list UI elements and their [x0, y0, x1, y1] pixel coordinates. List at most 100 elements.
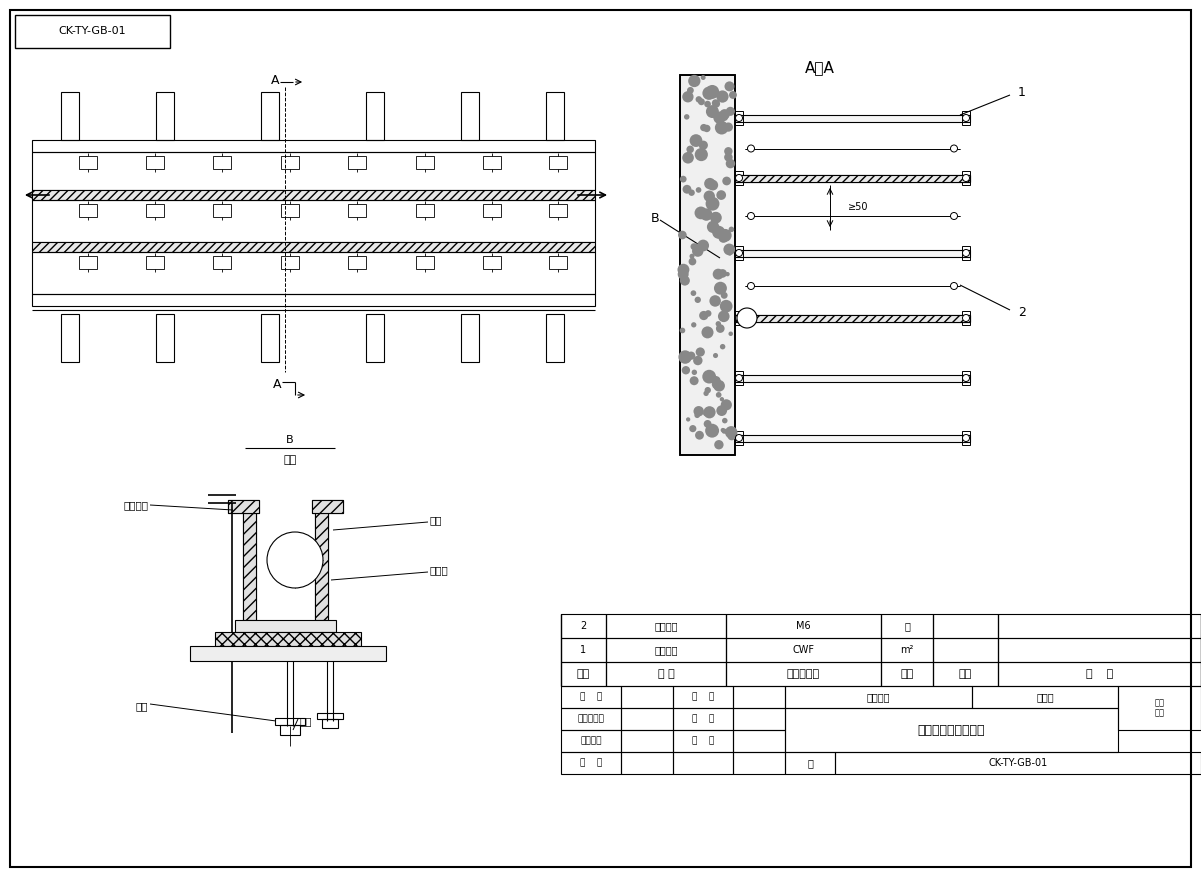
Circle shape	[687, 146, 694, 153]
Bar	[735, 375, 970, 382]
Text: 防火隔板: 防火隔板	[655, 645, 677, 655]
Circle shape	[724, 153, 733, 161]
Text: 日    期: 日 期	[580, 759, 602, 767]
Circle shape	[682, 152, 694, 164]
Circle shape	[703, 370, 716, 383]
Circle shape	[707, 221, 719, 233]
Circle shape	[710, 212, 722, 224]
Circle shape	[719, 109, 730, 119]
Circle shape	[712, 225, 725, 239]
Circle shape	[688, 189, 695, 196]
Bar	[156, 92, 174, 140]
Circle shape	[695, 347, 705, 357]
Circle shape	[687, 352, 695, 360]
Text: 电缆: 电缆	[430, 515, 442, 525]
Bar	[735, 175, 970, 182]
Circle shape	[747, 212, 754, 219]
Bar	[348, 256, 366, 269]
Circle shape	[705, 387, 711, 394]
Circle shape	[950, 212, 957, 219]
Circle shape	[680, 275, 689, 286]
Bar	[79, 156, 97, 169]
Bar	[348, 156, 366, 169]
Circle shape	[680, 328, 686, 333]
Text: 垫片: 垫片	[136, 701, 148, 711]
Circle shape	[691, 243, 698, 250]
Circle shape	[689, 134, 703, 147]
Circle shape	[716, 190, 727, 200]
Circle shape	[729, 226, 734, 232]
Bar	[79, 256, 97, 269]
Circle shape	[699, 140, 707, 150]
Circle shape	[698, 98, 705, 105]
Text: 名 称: 名 称	[658, 669, 675, 679]
Bar	[733, 730, 785, 752]
Circle shape	[725, 159, 735, 168]
Bar	[147, 156, 165, 169]
Circle shape	[694, 296, 701, 303]
Circle shape	[688, 258, 697, 266]
Circle shape	[699, 311, 709, 320]
Circle shape	[721, 92, 725, 96]
Bar	[32, 152, 594, 190]
Bar	[735, 175, 970, 182]
Text: 图: 图	[807, 758, 813, 768]
Circle shape	[962, 175, 969, 182]
Circle shape	[698, 239, 709, 252]
Circle shape	[718, 229, 731, 242]
Bar	[735, 435, 970, 442]
Circle shape	[695, 96, 703, 103]
Bar	[735, 311, 743, 325]
Text: 审    核: 审 核	[692, 693, 715, 702]
Text: A－A: A－A	[805, 61, 835, 75]
Bar	[561, 662, 1201, 686]
Circle shape	[700, 209, 712, 221]
Text: ≥50: ≥50	[848, 202, 868, 212]
Circle shape	[735, 115, 742, 122]
Circle shape	[713, 380, 725, 392]
Bar	[972, 686, 1118, 708]
Text: 防火隔板安装示意图: 防火隔板安装示意图	[918, 724, 985, 737]
Circle shape	[716, 392, 722, 397]
Bar	[275, 718, 305, 725]
Circle shape	[719, 300, 733, 312]
Bar	[281, 204, 299, 217]
Text: 螺母: 螺母	[300, 716, 312, 726]
Circle shape	[705, 85, 719, 99]
Bar	[416, 204, 434, 217]
Bar	[61, 314, 79, 362]
Circle shape	[728, 432, 736, 440]
Circle shape	[713, 353, 718, 358]
Circle shape	[707, 180, 718, 190]
Circle shape	[677, 269, 688, 280]
Bar	[483, 204, 501, 217]
Circle shape	[735, 249, 742, 256]
Circle shape	[716, 90, 729, 103]
Circle shape	[716, 321, 721, 326]
Circle shape	[704, 420, 711, 428]
Text: 1: 1	[580, 645, 586, 655]
Circle shape	[705, 424, 719, 438]
Bar	[680, 75, 735, 455]
Text: 付: 付	[904, 621, 910, 631]
Circle shape	[703, 125, 711, 132]
Text: 备    注: 备 注	[1086, 669, 1113, 679]
Circle shape	[712, 99, 719, 107]
Bar	[735, 246, 743, 260]
Circle shape	[712, 379, 722, 389]
Circle shape	[715, 121, 729, 134]
Circle shape	[729, 91, 737, 99]
Bar	[673, 752, 733, 774]
Bar	[243, 510, 256, 620]
Circle shape	[694, 148, 707, 161]
Bar	[673, 730, 733, 752]
Bar	[962, 111, 970, 125]
Bar	[228, 500, 259, 513]
Bar	[483, 256, 501, 269]
Circle shape	[704, 391, 709, 396]
Circle shape	[705, 310, 711, 317]
Circle shape	[689, 376, 699, 385]
Bar	[735, 111, 743, 125]
Bar	[312, 500, 343, 513]
Circle shape	[709, 198, 712, 203]
